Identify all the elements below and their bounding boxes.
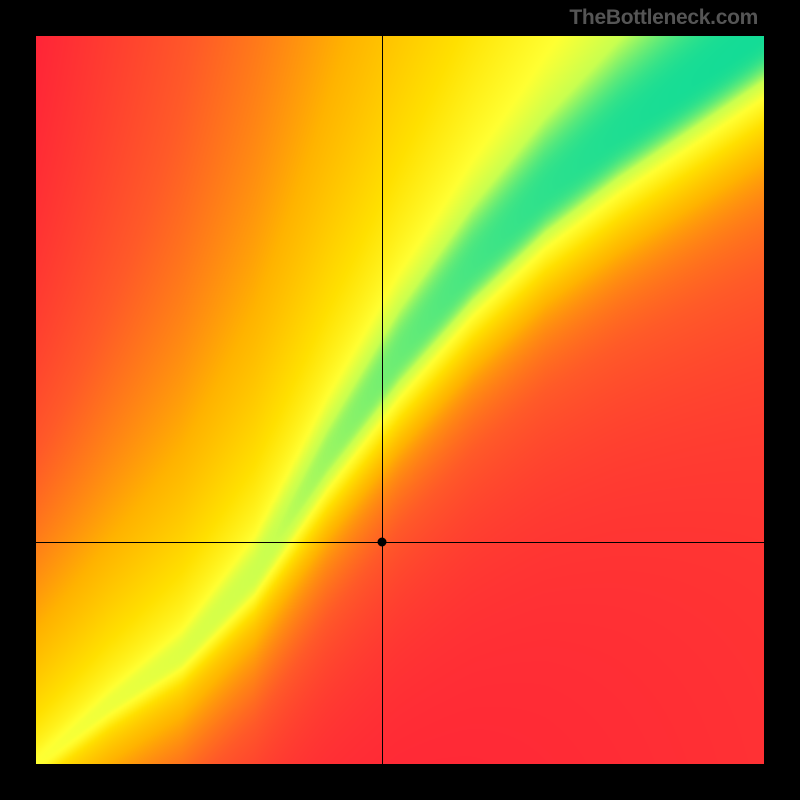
crosshair-horizontal xyxy=(36,542,764,543)
heatmap-plot xyxy=(36,36,764,764)
heatmap-canvas xyxy=(36,36,764,764)
watermark-text: TheBottleneck.com xyxy=(569,6,758,30)
crosshair-marker xyxy=(377,537,386,546)
crosshair-vertical xyxy=(382,36,383,764)
